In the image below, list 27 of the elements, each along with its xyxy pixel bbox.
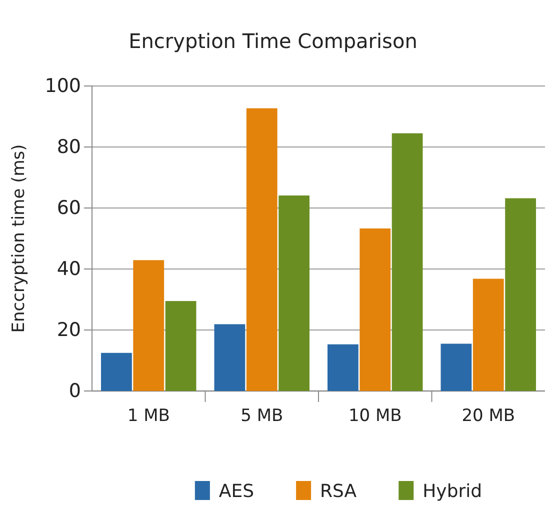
- y-tick-label: 20: [56, 319, 81, 342]
- bar: [278, 195, 310, 391]
- legend-label: Hybrid: [422, 481, 482, 502]
- bar: [440, 344, 472, 391]
- x-tick-label: 5 MB: [240, 406, 284, 426]
- x-tick-label: 1 MB: [127, 406, 170, 426]
- bar: [101, 352, 132, 391]
- y-tick-label: 0: [68, 380, 81, 402]
- bar: [133, 260, 164, 391]
- bar: [246, 108, 278, 391]
- bar: [165, 301, 196, 391]
- bar: [472, 278, 504, 391]
- bar: [360, 228, 391, 391]
- legend-label: AES: [218, 481, 254, 502]
- chart-title: Encryption Time Comparison: [128, 29, 418, 53]
- legend-label: RSA: [320, 481, 358, 502]
- bar: [214, 324, 246, 391]
- y-tick-label: 60: [56, 197, 81, 220]
- y-tick-label: 40: [56, 258, 81, 280]
- y-axis-title: Enccryption time (ms): [9, 144, 29, 333]
- bar: [392, 133, 423, 391]
- y-tick-label: 100: [44, 75, 81, 98]
- x-tick-label: 10 MB: [348, 406, 402, 426]
- x-tick-label: 20 MB: [462, 406, 516, 426]
- y-tick-label: 80: [56, 136, 81, 158]
- bar: [505, 198, 536, 391]
- bar: [328, 344, 358, 391]
